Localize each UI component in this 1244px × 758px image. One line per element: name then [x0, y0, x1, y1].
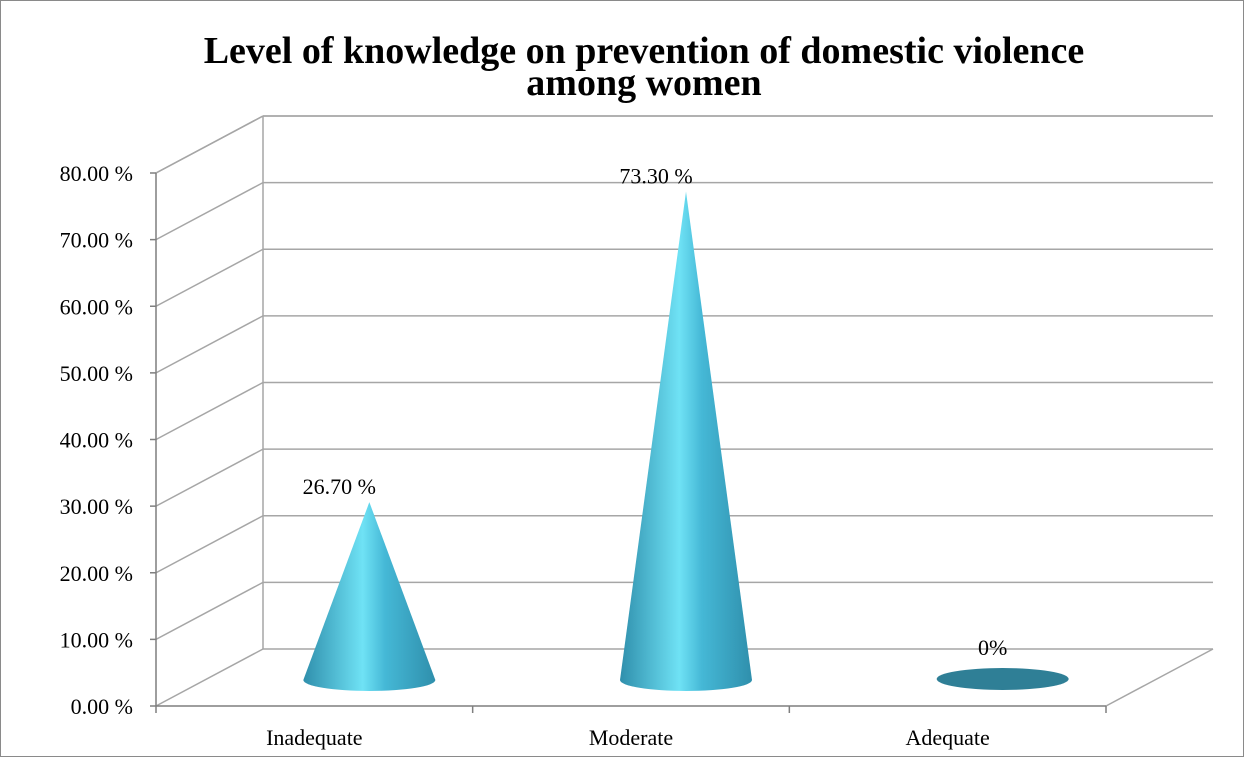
side-gridline	[155, 315, 264, 374]
x-category-label: Moderate	[589, 725, 673, 750]
x-category-label: Adequate	[906, 725, 990, 750]
side-gridline	[155, 648, 264, 707]
side-gridline	[155, 448, 264, 507]
x-axis-ticks: Inadequate Moderate Adequate	[155, 706, 1107, 750]
y-tick-label: 0.00 %	[71, 694, 133, 719]
data-label: 0%	[978, 635, 1007, 660]
y-tick-label: 60.00 %	[60, 294, 133, 319]
side-gridline	[155, 515, 264, 574]
chart-title-line-1: Level of knowledge on prevention of dome…	[204, 30, 1085, 72]
y-axis-ticks: 0.00 % 10.00 % 20.00 % 30.00 % 40.00 % 50.00 …	[60, 161, 156, 719]
y-tick-label: 70.00 %	[60, 228, 133, 253]
chart-marks	[303, 191, 1069, 692]
y-tick-label: 40.00 %	[60, 428, 133, 453]
data-labels: 26.70 % 73.30 % 0%	[303, 164, 1008, 660]
cone-bar	[303, 502, 436, 692]
data-label: 73.30 %	[619, 164, 692, 189]
y-tick-label: 30.00 %	[60, 494, 133, 519]
y-tick-label: 50.00 %	[60, 361, 133, 386]
chart-title: Level of knowledge on prevention of dome…	[204, 30, 1085, 104]
cone-bar-zero	[936, 668, 1069, 690]
side-gridline	[155, 248, 264, 307]
y-tick-label: 80.00 %	[60, 161, 133, 186]
side-gridline	[155, 181, 264, 241]
side-gridline	[155, 115, 264, 174]
y-tick-label: 10.00 %	[60, 627, 133, 652]
side-gridline	[155, 581, 264, 641]
floor-right-edge	[1105, 648, 1214, 707]
chart-title-line-2: among women	[526, 62, 761, 104]
data-label: 26.70 %	[303, 474, 376, 499]
side-gridline	[155, 381, 264, 441]
x-category-label: Inadequate	[266, 725, 363, 750]
y-tick-label: 20.00 %	[60, 561, 133, 586]
cone-bar	[620, 191, 752, 692]
